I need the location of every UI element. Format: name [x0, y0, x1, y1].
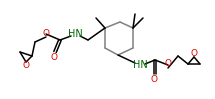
Text: O: O: [164, 59, 172, 69]
Text: HN: HN: [133, 60, 147, 70]
Text: O: O: [51, 52, 57, 61]
Text: O: O: [190, 49, 198, 58]
Text: O: O: [43, 29, 49, 38]
Text: O: O: [150, 75, 158, 83]
Text: HN: HN: [68, 29, 82, 39]
Text: O: O: [23, 61, 29, 70]
